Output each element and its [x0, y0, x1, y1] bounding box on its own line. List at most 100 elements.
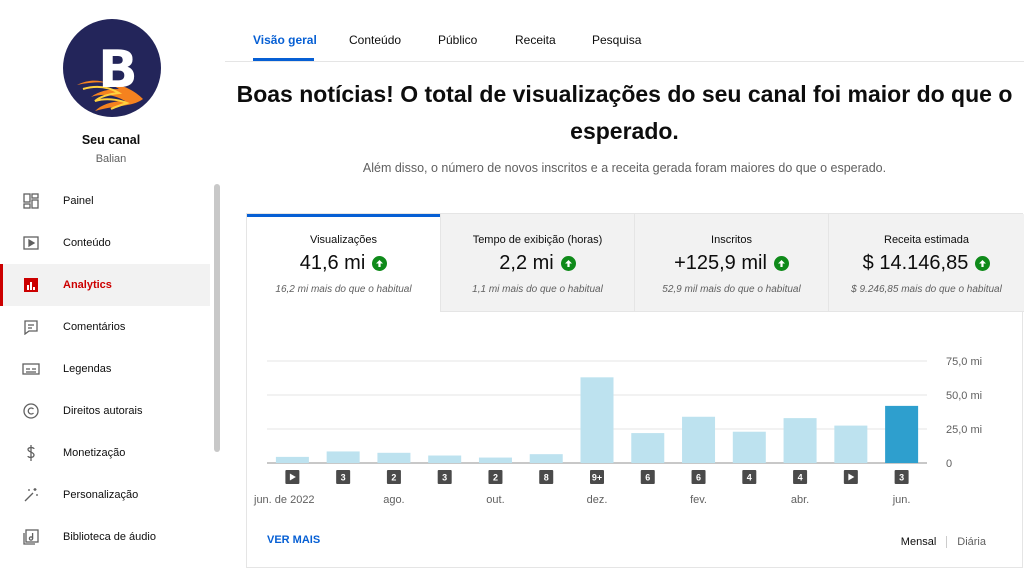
tab-receita[interactable]: Receita [515, 33, 556, 47]
overview-card: Visualizações 41,6 mi 16,2 mi mais do qu… [246, 213, 1024, 568]
sidebar-item-analytics[interactable]: Analytics [0, 264, 210, 306]
sidebar-nav: Painel Conteúdo Analytics Comentários [0, 180, 210, 558]
chart-bar [580, 377, 614, 463]
badge-count: 6 [645, 473, 650, 483]
sidebar-item-personalizacao[interactable]: Personalização [0, 474, 210, 516]
dashboard-icon [22, 192, 40, 210]
metric-value: +125,9 mil [674, 252, 767, 274]
arrow-up-icon [773, 256, 789, 271]
video-count-badge [488, 470, 503, 484]
subtitles-icon [22, 360, 40, 378]
video-count-badge [742, 470, 757, 484]
badge-count: 4 [798, 473, 803, 483]
sidebar-item-direitos-autorais[interactable]: Direitos autorais [0, 390, 210, 432]
tab-publico[interactable]: Público [438, 33, 478, 47]
sidebar-item-biblioteca-audio[interactable]: Biblioteca de áudio [0, 516, 210, 558]
comments-icon [22, 318, 40, 336]
video-count-badge [691, 470, 706, 484]
chart-bar [275, 456, 309, 463]
tab-pesquisa[interactable]: Pesquisa [592, 33, 642, 47]
toggle-diaria[interactable]: Diária [957, 536, 986, 548]
chart-bar [783, 418, 817, 463]
metric-value-row: $ 14.146,85 [829, 252, 1024, 275]
tab-visao-geral[interactable]: Visão geral [253, 33, 317, 47]
sidebar-item-label: Painel [63, 195, 94, 207]
sidebar-item-label: Direitos autorais [63, 405, 143, 417]
ver-mais-link[interactable]: VER MAIS [267, 534, 321, 546]
active-tab-indicator [253, 58, 314, 61]
metric-tempo-exibicao[interactable]: Tempo de exibição (horas) 2,2 mi 1,1 mi … [441, 214, 635, 312]
badge-count: 9+ [592, 473, 602, 483]
chart-bar [478, 457, 512, 463]
sidebar-item-label: Legendas [63, 363, 112, 375]
arrow-up-icon [975, 256, 991, 271]
chart-bar [377, 452, 411, 463]
y-tick-label: 50,0 mi [946, 390, 982, 402]
x-tick-label: jun. [892, 494, 911, 506]
arrow-up-icon [560, 256, 576, 271]
metric-value-row: +125,9 mil [635, 252, 828, 275]
metric-value: $ 14.146,85 [862, 252, 969, 274]
views-bar-chart: 0 25,0 mi 50,0 mi 75,0 mi 3 2 3 2 8 9+ 6 6 4 4 3 jun. d… [253, 356, 982, 506]
video-count-badge [793, 470, 808, 484]
sidebar-scrollbar[interactable] [214, 184, 220, 452]
sidebar: B Seu canal Balian Painel Conteúdo [0, 0, 222, 569]
analytics-tabs: Visão geral Conteúdo Público Receita Pes… [225, 0, 1024, 62]
metric-value: 2,2 mi [499, 252, 554, 274]
sidebar-item-monetizacao[interactable]: Monetização [0, 432, 210, 474]
metric-value-row: 41,6 mi [247, 252, 440, 275]
x-tick-label: ago. [383, 494, 404, 506]
chart-bar [428, 455, 462, 463]
play-icon [289, 473, 296, 481]
video-count-badge [437, 470, 452, 484]
video-count-badge [539, 470, 554, 484]
chart-bar [631, 433, 665, 463]
audio-library-icon [22, 528, 40, 546]
channel-avatar[interactable]: B [63, 19, 161, 117]
metric-label: Tempo de exibição (horas) [472, 234, 603, 246]
metric-value: 41,6 mi [299, 252, 366, 274]
copyright-icon [22, 402, 40, 420]
badge-count: 3 [341, 473, 346, 483]
metric-receita-estimada[interactable]: Receita estimada $ 14.146,85 $ 9.246,85 … [829, 214, 1024, 312]
x-tick-label: jun. de 2022 [253, 494, 315, 506]
sidebar-item-label: Comentários [63, 321, 126, 333]
metric-note: 52,9 mil mais do que o habitual [662, 284, 801, 295]
video-count-badge [590, 470, 604, 484]
badge-count: 2 [391, 473, 396, 483]
x-tick-label: fev. [690, 494, 707, 506]
metric-note: 1,1 mi mais do que o habitual [472, 284, 603, 295]
metric-visualizacoes[interactable]: Visualizações 41,6 mi 16,2 mi mais do qu… [247, 214, 441, 312]
sidebar-item-legendas[interactable]: Legendas [0, 348, 210, 390]
badge-count: 2 [493, 473, 498, 483]
badge-count: 4 [747, 473, 752, 483]
x-tick-label: abr. [791, 494, 809, 506]
toggle-mensal[interactable]: Mensal [900, 536, 937, 548]
dollar-icon [22, 444, 40, 462]
play-icon [848, 473, 855, 481]
video-count-badge [640, 470, 655, 484]
magic-wand-icon [22, 486, 40, 504]
chart-bar [529, 454, 563, 463]
chart-bar [885, 405, 919, 463]
video-count-badge [386, 470, 401, 484]
y-tick-label: 25,0 mi [946, 424, 982, 436]
metric-label: Visualizações [309, 234, 378, 246]
metric-inscritos[interactable]: Inscritos +125,9 mil 52,9 mil mais do qu… [635, 214, 829, 312]
channel-name: Seu canal [81, 133, 141, 147]
metric-value-row: 2,2 mi [441, 252, 634, 275]
sidebar-item-label: Biblioteca de áudio [63, 531, 156, 543]
badge-count: 8 [544, 473, 549, 483]
tab-conteudo[interactable]: Conteúdo [349, 33, 402, 47]
x-tick-label: dez. [587, 494, 608, 506]
page-headline: Boas notícias! O total de visualizações … [236, 81, 1013, 144]
sidebar-item-painel[interactable]: Painel [0, 180, 210, 222]
sidebar-item-comentarios[interactable]: Comentários [0, 306, 210, 348]
sidebar-item-label: Analytics [63, 279, 112, 291]
metric-label: Inscritos [711, 234, 752, 246]
chart-bar [834, 425, 868, 463]
metric-note: $ 9.246,85 mais do que o habitual [851, 284, 1002, 295]
sidebar-item-conteudo[interactable]: Conteúdo [0, 222, 210, 264]
y-tick-label: 0 [946, 458, 952, 470]
analytics-icon [22, 276, 40, 294]
